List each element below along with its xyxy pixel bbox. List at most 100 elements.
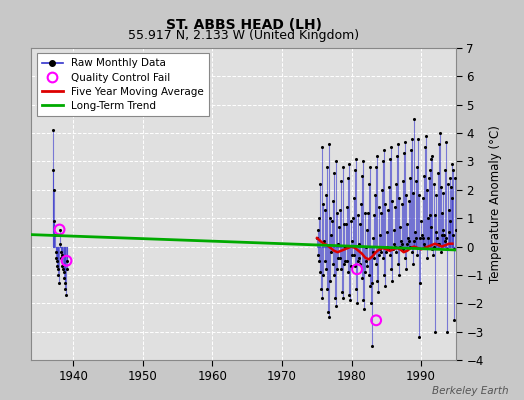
Point: [344, 175, 353, 182]
Point: [62, 258, 71, 264]
Point: [372, 260, 380, 267]
Point: [364, 272, 373, 278]
Point: [406, 243, 414, 250]
Point: [335, 224, 343, 230]
Point: [320, 258, 329, 264]
Point: [56, 226, 64, 233]
Point: [397, 238, 405, 244]
Text: 55.917 N, 2.133 W (United Kingdom): 55.917 N, 2.133 W (United Kingdom): [128, 29, 359, 42]
Point: [320, 238, 328, 244]
Point: [431, 328, 439, 335]
Point: [59, 266, 67, 272]
Point: [404, 235, 412, 241]
Point: [434, 240, 442, 247]
Point: [322, 192, 331, 199]
Point: [334, 255, 343, 261]
Point: [422, 255, 431, 261]
Point: [437, 184, 445, 190]
Point: [54, 272, 63, 278]
Point: [335, 255, 344, 261]
Point: [62, 258, 71, 264]
Point: [429, 252, 437, 258]
Point: [379, 272, 388, 278]
Point: [387, 144, 396, 150]
Point: [340, 260, 348, 267]
Point: [394, 141, 402, 148]
Point: [439, 190, 447, 196]
Point: [62, 292, 70, 298]
Point: [328, 218, 336, 224]
Point: [50, 187, 58, 193]
Point: [316, 269, 324, 275]
Point: [373, 277, 381, 284]
Point: [322, 266, 330, 272]
Point: [364, 209, 372, 216]
Point: [352, 286, 360, 292]
Point: [60, 274, 69, 281]
Point: [330, 272, 338, 278]
Point: [343, 204, 352, 210]
Point: [313, 235, 321, 241]
Text: Berkeley Earth: Berkeley Earth: [432, 386, 508, 396]
Point: [358, 172, 366, 179]
Point: [353, 300, 361, 306]
Point: [362, 243, 370, 250]
Point: [415, 192, 423, 199]
Point: [329, 198, 337, 204]
Point: [344, 269, 352, 275]
Point: [414, 334, 423, 340]
Point: [333, 266, 342, 272]
Point: [394, 260, 402, 267]
Point: [323, 286, 331, 292]
Point: [56, 240, 64, 247]
Point: [58, 263, 67, 270]
Point: [393, 152, 401, 159]
Point: [433, 170, 442, 176]
Point: [331, 294, 339, 301]
Point: [445, 206, 453, 213]
Point: [435, 240, 444, 247]
Point: [413, 252, 421, 258]
Point: [423, 235, 432, 241]
Point: [388, 198, 397, 204]
Point: [316, 181, 325, 187]
Point: [444, 181, 452, 187]
Point: [379, 158, 387, 165]
Point: [428, 152, 436, 159]
Point: [325, 314, 333, 321]
Point: [371, 192, 379, 199]
Point: [401, 138, 409, 145]
Point: [327, 232, 335, 238]
Point: [318, 294, 326, 301]
Point: [420, 172, 428, 179]
Point: [440, 232, 448, 238]
Point: [57, 249, 65, 256]
Point: [336, 206, 344, 213]
Point: [412, 235, 420, 241]
Point: [395, 272, 403, 278]
Point: [376, 246, 385, 252]
Point: [374, 204, 383, 210]
Point: [409, 190, 418, 196]
Point: [342, 221, 350, 227]
Point: [401, 266, 410, 272]
Point: [446, 218, 455, 224]
Title: ST. ABBS HEAD (LH): ST. ABBS HEAD (LH): [166, 18, 322, 32]
Point: [369, 212, 378, 218]
Point: [381, 201, 390, 207]
Point: [338, 289, 346, 295]
Point: [334, 240, 342, 247]
Point: [420, 240, 429, 247]
Point: [48, 127, 57, 134]
Point: [52, 255, 60, 261]
Point: [451, 226, 460, 233]
Point: [378, 187, 386, 193]
Point: [350, 195, 358, 202]
Point: [421, 144, 429, 150]
Point: [354, 212, 362, 218]
Point: [330, 170, 339, 176]
Point: [375, 252, 383, 258]
Point: [339, 164, 347, 170]
Point: [400, 150, 408, 156]
Point: [315, 215, 323, 221]
